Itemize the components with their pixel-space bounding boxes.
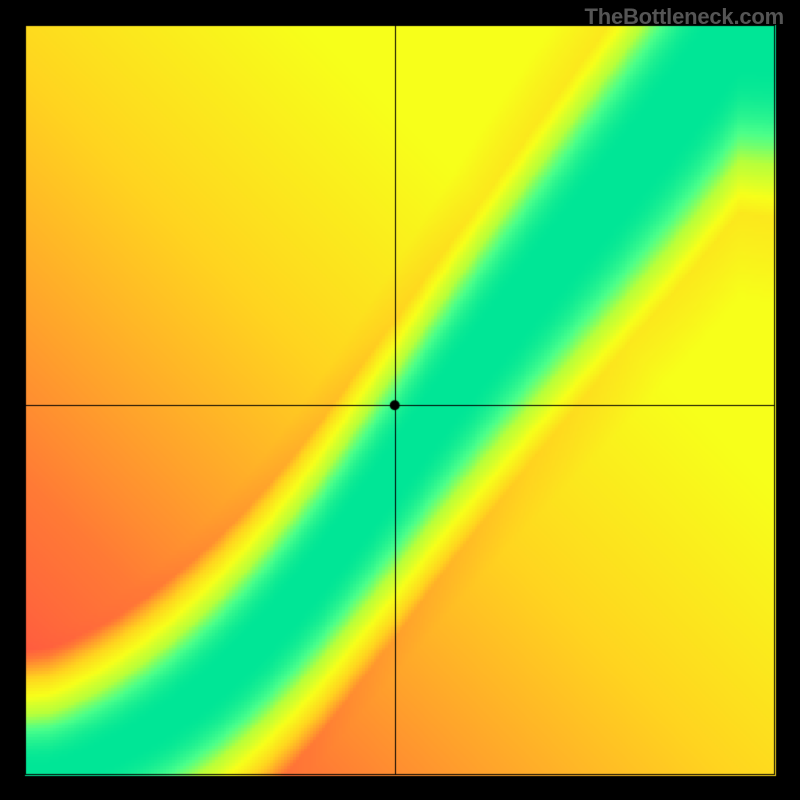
bottleneck-heatmap xyxy=(0,0,800,800)
chart-container: TheBottleneck.com xyxy=(0,0,800,800)
watermark-text: TheBottleneck.com xyxy=(584,4,784,30)
